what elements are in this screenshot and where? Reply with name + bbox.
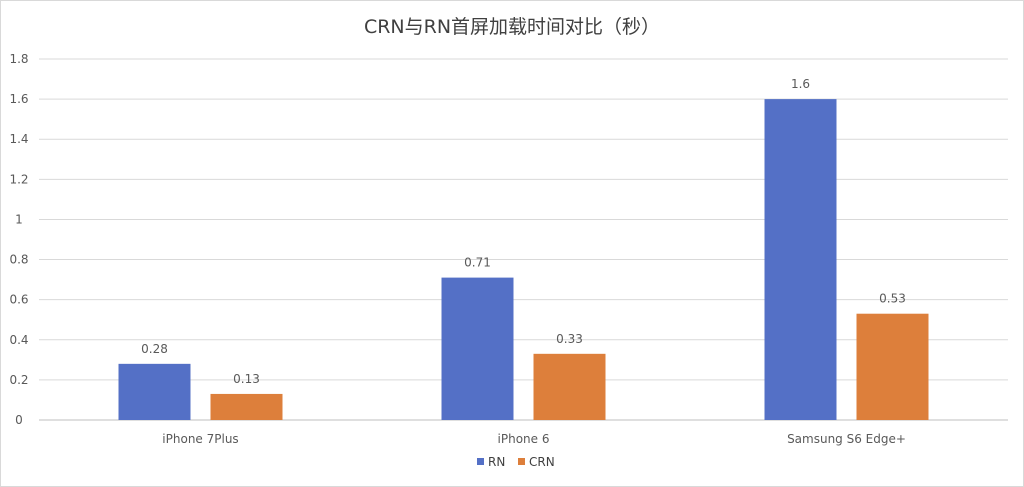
legend-swatch-crn xyxy=(518,458,525,465)
legend: RN CRN xyxy=(477,455,555,469)
legend-label-crn: CRN xyxy=(529,455,555,469)
data-label: 0.33 xyxy=(556,332,583,346)
bar-rn xyxy=(764,99,837,420)
y-tick-label: 0.2 xyxy=(9,373,28,387)
x-category-label: Samsung S6 Edge+ xyxy=(787,432,906,446)
chart-title: CRN与RN首屏加载时间对比（秒） xyxy=(364,16,660,38)
bars xyxy=(118,99,929,420)
bar-crn xyxy=(210,393,283,420)
bar-crn xyxy=(533,353,606,420)
bar-crn xyxy=(856,313,929,420)
y-tick-label: 0.4 xyxy=(9,333,28,347)
x-category-label: iPhone 6 xyxy=(498,432,550,446)
data-label: 0.28 xyxy=(141,342,168,356)
y-tick-label: 0 xyxy=(15,413,23,427)
y-tick-label: 0.6 xyxy=(9,293,28,307)
y-tick-label: 1.2 xyxy=(9,172,28,186)
legend-label-rn: RN xyxy=(488,455,505,469)
y-tick-label: 1 xyxy=(15,212,23,226)
data-labels: 0.28 0.13 0.71 0.33 1.6 0.53 xyxy=(141,77,906,386)
data-label: 0.13 xyxy=(233,372,260,386)
y-tick-label: 1.4 xyxy=(9,132,28,146)
bar-rn xyxy=(441,277,514,420)
data-label: 0.71 xyxy=(464,256,491,270)
y-axis-ticks: 0 0.2 0.4 0.6 0.8 1 1.2 1.4 1.6 1.8 xyxy=(9,52,28,427)
y-tick-label: 0.8 xyxy=(9,253,28,267)
gridlines xyxy=(39,58,1008,421)
data-label: 0.53 xyxy=(879,292,906,306)
legend-swatch-rn xyxy=(477,458,484,465)
y-tick-label: 1.6 xyxy=(9,92,28,106)
data-label: 1.6 xyxy=(791,77,810,91)
bar-rn xyxy=(118,363,191,420)
y-tick-label: 1.8 xyxy=(9,52,28,66)
x-axis-categories: iPhone 7Plus iPhone 6 Samsung S6 Edge+ xyxy=(162,432,906,446)
x-category-label: iPhone 7Plus xyxy=(162,432,238,446)
